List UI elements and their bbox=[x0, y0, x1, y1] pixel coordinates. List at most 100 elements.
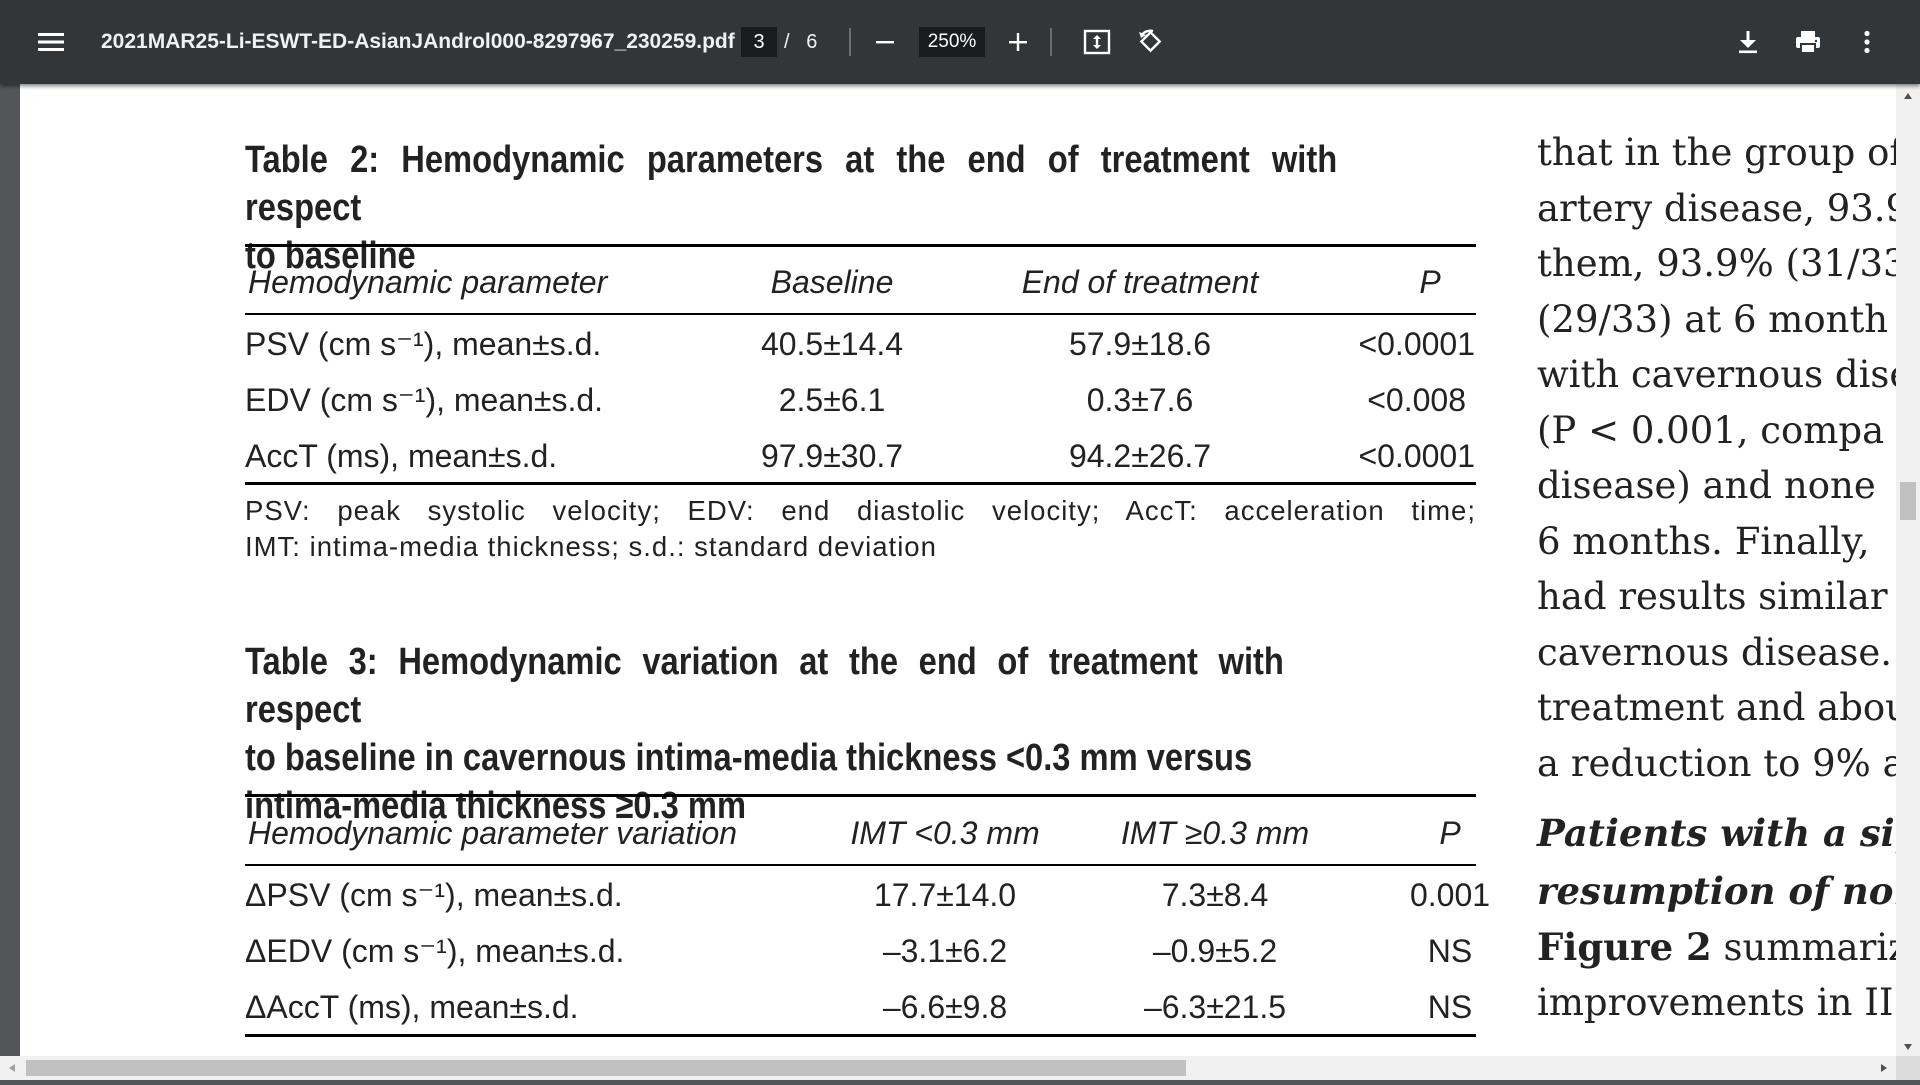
zoom-out-button[interactable] bbox=[861, 18, 909, 66]
scroll-up-button[interactable] bbox=[1896, 84, 1920, 108]
table-3-cell-imt-lt: 17.7±14.0 bbox=[873, 877, 1017, 913]
scroll-right-icon bbox=[1881, 1064, 1887, 1072]
table-2-top-rule bbox=[245, 244, 1476, 247]
pdf-page: Table 2: Hemodynamic parameters at the e… bbox=[20, 84, 1896, 1056]
table-3-top-rule bbox=[245, 794, 1476, 797]
table-3-cell-parameter: ΔEDV (cm s⁻¹), mean±s.d. bbox=[245, 933, 625, 969]
body-text-line: (29/33) at 6 month bbox=[1537, 298, 1889, 341]
more-vert-icon bbox=[1864, 30, 1870, 54]
pdf-viewer[interactable]: Table 2: Hemodynamic parameters at the e… bbox=[0, 84, 1920, 1080]
zoom-level-input[interactable]: 250% bbox=[919, 27, 985, 57]
plus-icon bbox=[1009, 33, 1027, 51]
document-title: 2021MAR25-Li-ESWT-ED-AsianJAndrol000-829… bbox=[101, 30, 735, 53]
table-3-title-line-3: intima-media thickness ≥0.3 mm bbox=[245, 785, 747, 827]
table-3-header-imt-ge: IMT ≥0.3 mm bbox=[1120, 815, 1310, 851]
section-heading-line: resumption of norm bbox=[1537, 869, 1896, 913]
fit-to-page-icon bbox=[1083, 29, 1111, 55]
table-3-cell-parameter: ΔAccT (ms), mean±s.d. bbox=[245, 989, 579, 1025]
table-3-header-imt-lt: IMT <0.3 mm bbox=[850, 815, 1040, 851]
toolbar-divider bbox=[849, 28, 851, 56]
body-text-line: disease) and none bbox=[1537, 464, 1876, 507]
table-2-cell-parameter: EDV (cm s⁻¹), mean±s.d. bbox=[245, 382, 604, 418]
body-text-line: them, 93.9% (31/33 bbox=[1537, 242, 1896, 285]
table-2-cell-parameter: AccT (ms), mean±s.d. bbox=[245, 438, 558, 474]
body-text-line: treatment and abou bbox=[1537, 686, 1896, 729]
table-3-cell-imt-ge: 7.3±8.4 bbox=[1161, 877, 1269, 913]
scrollbar-corner bbox=[1896, 1056, 1920, 1080]
table-2-cell-p: <0.008 bbox=[1367, 382, 1466, 418]
table-3-cell-p: 0.001 bbox=[1409, 877, 1491, 913]
scroll-down-icon bbox=[1904, 1044, 1912, 1050]
vertical-scrollbar[interactable] bbox=[1896, 84, 1920, 1059]
fit-to-page-button[interactable] bbox=[1073, 18, 1121, 66]
pdf-toolbar: 2021MAR25-Li-ESWT-ED-AsianJAndrol000-829… bbox=[0, 0, 1920, 84]
table-3-cell-parameter: ΔPSV (cm s⁻¹), mean±s.d. bbox=[245, 877, 623, 913]
table-2-footnote-line-2: IMT: intima-media thickness; s.d.: stand… bbox=[245, 531, 937, 562]
table-2-cell-baseline: 2.5±6.1 bbox=[778, 382, 886, 418]
table-2-cell-end: 57.9±18.6 bbox=[1068, 326, 1212, 362]
table-2-cell-p: <0.0001 bbox=[1358, 326, 1475, 362]
table-2-title-line-1: Table 2: Hemodynamic parameters at the e… bbox=[245, 139, 1338, 229]
rotate-icon bbox=[1139, 29, 1162, 53]
table-2-title-line-2: to baseline bbox=[245, 235, 416, 277]
page-separator: / bbox=[784, 31, 790, 53]
scroll-right-button[interactable] bbox=[1872, 1056, 1896, 1080]
table-2-cell-parameter: PSV (cm s⁻¹), mean±s.d. bbox=[245, 326, 602, 362]
table-3-cell-p: NS bbox=[1427, 933, 1473, 969]
figure-reference-text: summariz bbox=[1711, 926, 1896, 969]
table-3-cell-imt-ge: –0.9±5.2 bbox=[1152, 933, 1278, 969]
table-2-header-baseline: Baseline bbox=[770, 264, 894, 300]
table-2-footnote: PSV: peak systolic velocity; EDV: end di… bbox=[245, 493, 1476, 565]
table-3-title-line-1: Table 3: Hemodynamic variation at the en… bbox=[245, 641, 1284, 731]
more-options-button[interactable] bbox=[1843, 18, 1891, 66]
table-2-cell-baseline: 40.5±14.4 bbox=[760, 326, 904, 362]
table-2-bottom-rule bbox=[245, 482, 1476, 485]
table-2-header-parameter: Hemodynamic parameter bbox=[248, 264, 608, 300]
print-icon bbox=[1796, 31, 1820, 54]
table-3-cell-imt-ge: –6.3±21.5 bbox=[1143, 989, 1287, 1025]
scroll-up-icon bbox=[1904, 93, 1912, 99]
table-3-cell-p: NS bbox=[1427, 989, 1473, 1025]
page-number-input[interactable]: 3 bbox=[741, 27, 777, 57]
table-3-cell-imt-lt: –3.1±6.2 bbox=[882, 933, 1008, 969]
body-text-line: 6 months. Finally, bbox=[1537, 520, 1870, 563]
table-2-footnote-line-1: PSV: peak systolic velocity; EDV: end di… bbox=[245, 495, 1476, 526]
body-text-line: artery disease, 93.9 bbox=[1537, 187, 1896, 230]
hamburger-menu-icon bbox=[38, 33, 64, 51]
menu-button[interactable] bbox=[27, 18, 75, 66]
page-count: / 6 bbox=[784, 27, 817, 57]
download-button[interactable] bbox=[1724, 18, 1772, 66]
table-3-title: Table 3: Hemodynamic variation at the en… bbox=[245, 638, 1337, 830]
table-3-header-p: P bbox=[1439, 815, 1461, 851]
scroll-left-button[interactable] bbox=[0, 1056, 24, 1080]
table-2-cell-p: <0.0001 bbox=[1358, 438, 1475, 474]
scroll-left-icon bbox=[9, 1064, 15, 1072]
body-text-line: with cavernous dise bbox=[1537, 353, 1896, 396]
zoom-in-button[interactable] bbox=[994, 18, 1042, 66]
body-text-line: cavernous disease. bbox=[1537, 631, 1893, 674]
toolbar-divider bbox=[1050, 28, 1052, 56]
body-text-line: a reduction to 9% a bbox=[1537, 742, 1896, 785]
figure-reference: Figure 2 bbox=[1537, 925, 1712, 969]
table-3-bottom-rule bbox=[245, 1034, 1476, 1037]
horizontal-scroll-thumb[interactable] bbox=[26, 1060, 1186, 1076]
body-text-line: Figure 2 summariz bbox=[1537, 924, 1896, 971]
print-button[interactable] bbox=[1784, 18, 1832, 66]
rotate-button[interactable] bbox=[1127, 18, 1175, 66]
minus-icon bbox=[876, 41, 894, 44]
table-2-header-rule bbox=[245, 313, 1476, 315]
horizontal-scrollbar[interactable] bbox=[0, 1056, 1896, 1080]
scroll-down-button[interactable] bbox=[1896, 1035, 1920, 1059]
body-text-line: had results similar bbox=[1537, 575, 1888, 618]
table-2-title: Table 2: Hemodynamic parameters at the e… bbox=[245, 136, 1337, 280]
body-text-line: (P < 0.001, compa bbox=[1537, 409, 1885, 452]
body-text-line: improvements in II bbox=[1537, 981, 1894, 1024]
vertical-scroll-thumb[interactable] bbox=[1900, 482, 1916, 520]
download-icon bbox=[1739, 31, 1757, 54]
table-3-title-line-2: to baseline in cavernous intima-media th… bbox=[245, 737, 1253, 779]
body-text-line: that in the group of bbox=[1537, 131, 1896, 174]
table-2-cell-end: 94.2±26.7 bbox=[1068, 438, 1212, 474]
table-2-header-p: P bbox=[1419, 264, 1441, 300]
total-pages: 6 bbox=[806, 31, 818, 53]
table-2-cell-baseline: 97.9±30.7 bbox=[760, 438, 904, 474]
